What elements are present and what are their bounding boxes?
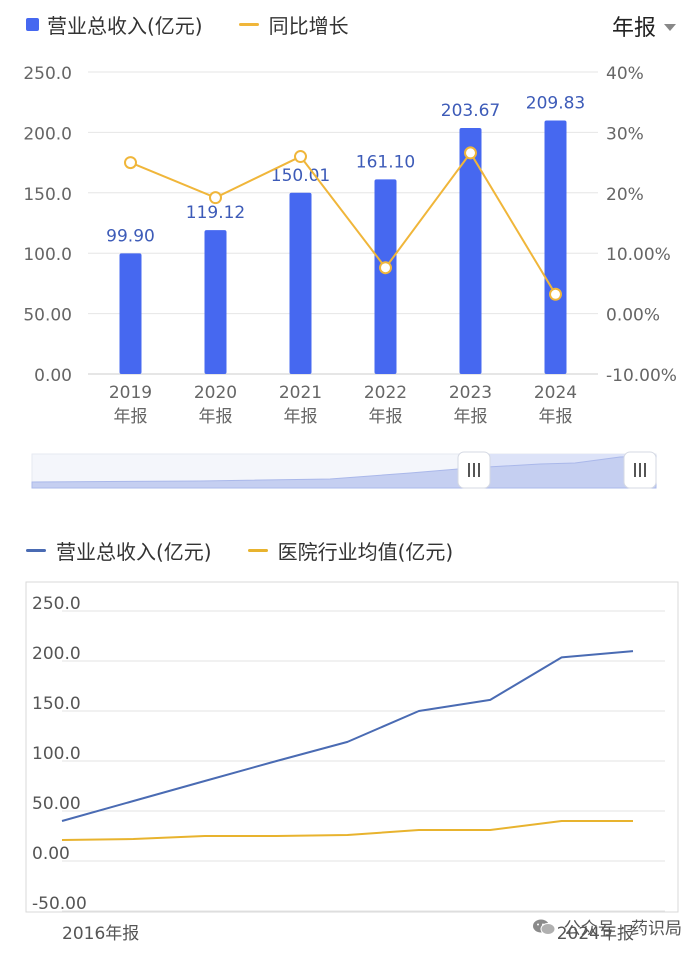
legend-label-industry-avg: 医院行业均值(亿元) xyxy=(277,540,454,564)
x-tick-label: 年报 xyxy=(284,407,318,427)
industry-average-line xyxy=(61,820,633,841)
legend-swatch-revenue xyxy=(26,18,39,31)
y-right-tick-label: 0.00% xyxy=(606,306,660,326)
y-left-tick-label: 100.0 xyxy=(23,245,72,265)
yoy-growth-point xyxy=(124,156,137,170)
y-tick-label: 200.0 xyxy=(32,644,81,664)
zoom-preview-area xyxy=(31,455,657,489)
y-left-tick-label: 200.0 xyxy=(23,124,72,144)
legend-swatch-industry-avg xyxy=(247,549,268,552)
zoom-slider[interactable] xyxy=(0,448,700,498)
y-left-tick-label: 150.0 xyxy=(23,185,72,205)
bar-data-label: 150.01 xyxy=(271,166,330,186)
x-tick-label: 2024 xyxy=(534,383,577,403)
yoy-growth-point xyxy=(379,261,392,275)
y-tick-label: 0.00 xyxy=(32,844,70,864)
y-right-tick-label: -10.00% xyxy=(606,366,677,386)
legend-item-yoy[interactable]: 同比增长 xyxy=(238,10,349,39)
x-tick-label: 年报 xyxy=(454,407,488,427)
legend-item-revenue-line[interactable]: 营业总收入(亿元) xyxy=(26,536,212,565)
y-right-tick-label: 30% xyxy=(606,124,644,144)
period-selector[interactable]: 年报 xyxy=(612,10,676,42)
yoy-growth-point xyxy=(294,150,307,164)
bar-data-label: 119.12 xyxy=(186,203,245,223)
x-tick-label: 年报 xyxy=(199,407,233,427)
wechat-icon xyxy=(532,919,556,935)
revenue-bar-chart: 250.0 200.0 150.0 100.0 50.00 0.00 40% 30% 20% 10… xyxy=(23,64,677,427)
x-tick-label: 年报 xyxy=(114,407,148,427)
x-tick-label: 2020 xyxy=(194,383,237,403)
y-left-tick-label: 50.00 xyxy=(23,306,72,326)
legend-item-revenue[interactable]: 营业总收入(亿元) xyxy=(26,10,203,39)
y-left-tick-label: 250.0 xyxy=(23,64,72,84)
bar xyxy=(544,120,567,374)
legend-item-industry-avg[interactable]: 医院行业均值(亿元) xyxy=(247,536,454,565)
legend-swatch-revenue-line xyxy=(26,549,46,552)
bar xyxy=(204,230,227,374)
y-right-tick-label: 40% xyxy=(606,64,644,84)
y-right-tick-label: 20% xyxy=(606,185,644,205)
bar xyxy=(374,179,397,374)
revenue-line xyxy=(61,650,634,822)
bar-data-label: 161.10 xyxy=(356,152,415,172)
bar-data-label: 99.90 xyxy=(106,226,155,246)
yoy-growth-point xyxy=(209,191,222,205)
bar-data-label: 203.67 xyxy=(441,101,500,121)
plot-frame xyxy=(25,581,679,913)
y-left-tick-label: 0.00 xyxy=(34,366,72,386)
bar xyxy=(289,192,312,374)
legend-label-revenue: 营业总收入(亿元) xyxy=(47,14,203,38)
top-legend: 营业总收入(亿元) 同比增长 xyxy=(26,10,385,39)
yoy-growth-line xyxy=(130,151,557,295)
yoy-growth-point xyxy=(464,146,477,160)
period-selector-label: 年报 xyxy=(611,16,656,41)
x-tick-label: 2019 xyxy=(109,383,152,403)
y-tick-label: 100.0 xyxy=(32,744,81,764)
x-tick-label: 2024年报 xyxy=(557,924,634,944)
bar-data-label: 209.83 xyxy=(526,94,585,114)
x-tick-label: 年报 xyxy=(369,407,403,427)
bar xyxy=(459,127,482,374)
y-tick-label: -50.00 xyxy=(32,894,87,914)
y-tick-label: 50.00 xyxy=(32,794,81,814)
watermark: 公众号 · 药识局 xyxy=(532,914,682,939)
zoom-handle-right[interactable] xyxy=(623,451,657,489)
bar xyxy=(119,253,142,374)
y-tick-label: 150.0 xyxy=(32,694,81,714)
x-tick-label: 2022 xyxy=(364,383,407,403)
yoy-growth-point xyxy=(549,287,562,301)
zoom-handle-left[interactable] xyxy=(457,451,491,489)
legend-label-yoy: 同比增长 xyxy=(268,14,349,38)
x-tick-label: 2016年报 xyxy=(62,924,139,944)
y-right-tick-label: 10.00% xyxy=(606,245,671,265)
chevron-down-icon xyxy=(664,24,676,31)
bottom-legend: 营业总收入(亿元) 医院行业均值(亿元) xyxy=(26,536,489,565)
x-tick-label: 2021 xyxy=(279,383,322,403)
revenue-vs-industry-line-chart: 250.0 200.0 150.0 100.0 50.00 0.00 -50.00 2016年… xyxy=(25,581,679,944)
watermark-text: 公众号 · 药识局 xyxy=(563,919,682,939)
legend-swatch-yoy xyxy=(238,23,259,26)
y-tick-label: 250.0 xyxy=(32,594,81,614)
legend-label-revenue-line: 营业总收入(亿元) xyxy=(56,540,212,564)
x-tick-label: 2023 xyxy=(449,383,492,403)
x-tick-label: 年报 xyxy=(539,407,573,427)
